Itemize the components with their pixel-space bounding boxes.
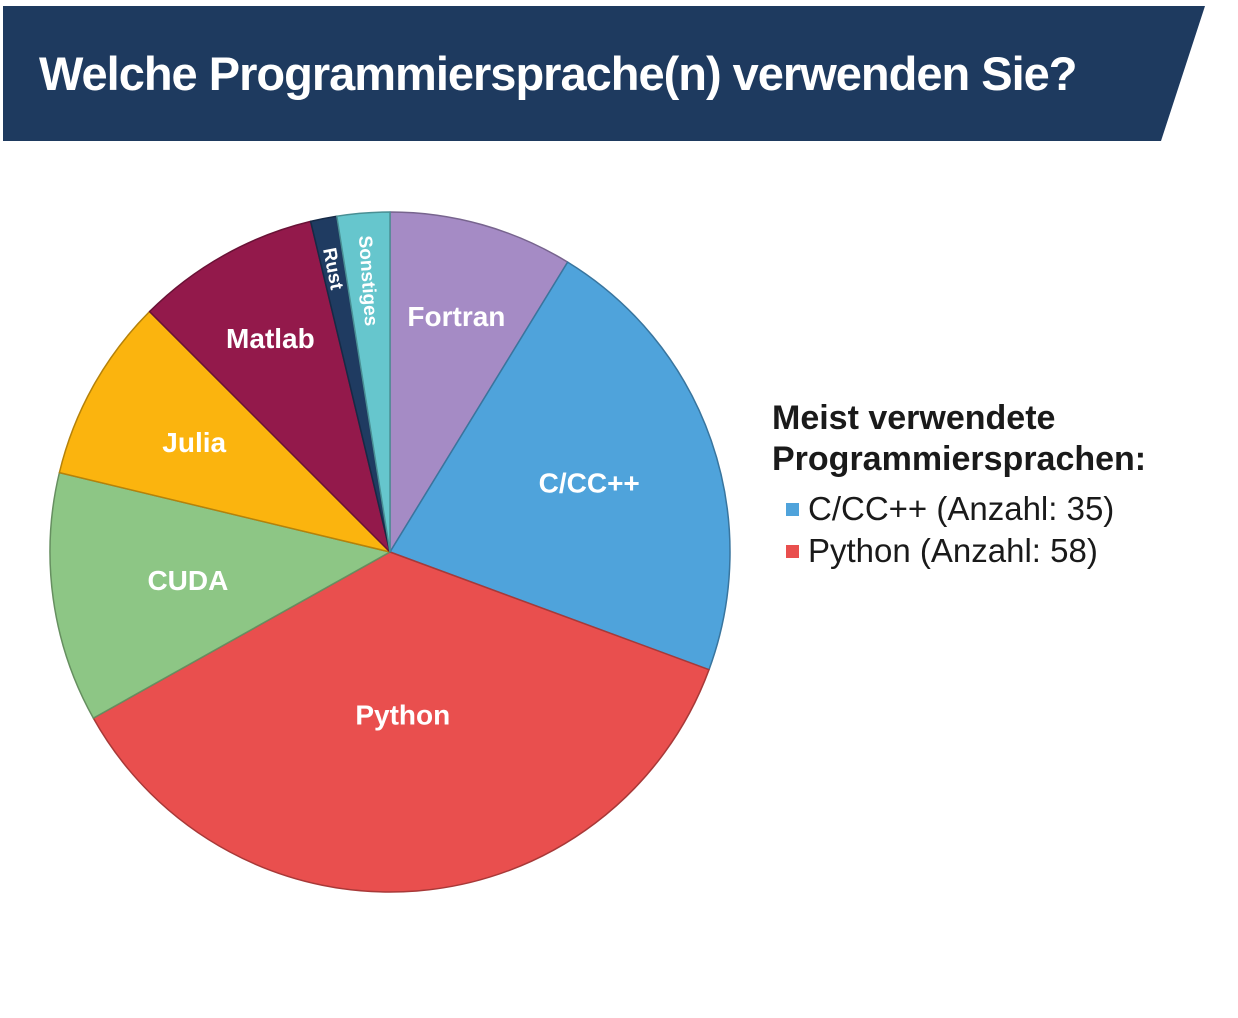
pie-slice-fortran: [389, 211, 569, 553]
legend-swatch-icon: [786, 544, 799, 558]
legend: Meist verwendete Programmiersprachen: C/…: [772, 398, 1146, 572]
pie-slice-label-julia: Julia: [162, 427, 226, 458]
legend-title-line-1: Meist verwendete: [772, 399, 1056, 437]
pie-slice-label-matlab: Matlab: [226, 323, 315, 354]
pie-slice-label-cuda: CUDA: [147, 565, 228, 596]
page-title: Welche Programmiersprache(n) verwenden S…: [39, 47, 1077, 100]
pie-slice-sonstiges: [336, 211, 391, 553]
pie-slice-c-cc: [389, 261, 731, 671]
legend-title-line-2: Programmiersprachen:: [772, 440, 1147, 478]
legend-item-python: Python (Anzahl: 58): [786, 530, 1146, 572]
legend-item-label: Python (Anzahl: 58): [808, 532, 1098, 569]
pie-slice-label-fortran: Fortran: [407, 301, 505, 332]
legend-swatch-icon: [786, 502, 799, 516]
pie-slice-cuda: [49, 471, 391, 719]
pie-slice-label-python: Python: [355, 700, 450, 731]
pie-slice-python: [92, 551, 710, 893]
title-banner: Welche Programmiersprache(n) verwenden S…: [3, 6, 1205, 141]
pie-slice-julia: [58, 310, 391, 553]
legend-item-label: C/CC++ (Anzahl: 35): [808, 490, 1115, 527]
legend-item-c-cc: C/CC++ (Anzahl: 35): [786, 488, 1146, 530]
pie-slice-label-c-cc: C/CC++: [539, 468, 640, 499]
legend-items: C/CC++ (Anzahl: 35) Python (Anzahl: 58): [772, 488, 1146, 572]
